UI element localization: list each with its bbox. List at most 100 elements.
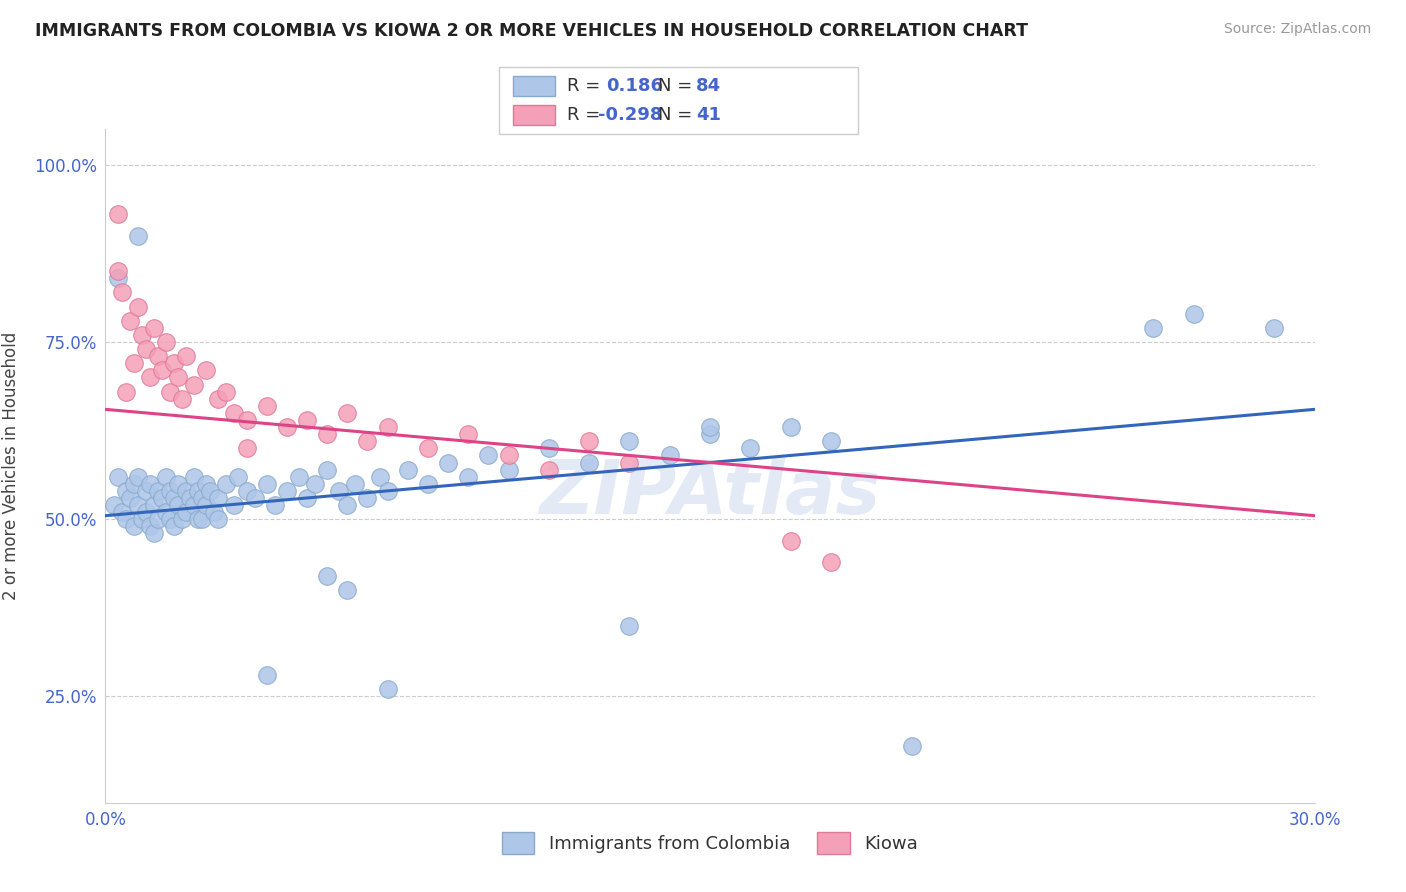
Point	[114, 512, 136, 526]
Point	[336, 406, 359, 420]
Point	[368, 469, 391, 483]
Point	[437, 456, 460, 470]
Point	[377, 483, 399, 498]
Point	[537, 442, 560, 456]
Point	[1182, 307, 1205, 321]
Point	[135, 483, 157, 498]
Point	[235, 413, 257, 427]
Point	[135, 342, 157, 356]
Point	[263, 498, 285, 512]
Point	[416, 476, 439, 491]
Point	[183, 377, 205, 392]
Point	[820, 555, 842, 569]
Point	[110, 505, 132, 519]
Point	[179, 491, 201, 505]
Point	[170, 392, 193, 406]
Point	[498, 462, 520, 476]
Point	[122, 519, 145, 533]
Point	[578, 456, 600, 470]
Point	[336, 583, 359, 598]
Point	[183, 469, 205, 483]
Point	[578, 434, 600, 449]
Point	[155, 469, 177, 483]
Point	[155, 505, 177, 519]
Point	[155, 334, 177, 349]
Point	[699, 427, 721, 442]
Point	[457, 469, 479, 483]
Point	[619, 456, 641, 470]
Point	[477, 449, 499, 463]
Point	[174, 505, 197, 519]
Point	[163, 519, 186, 533]
Point	[114, 483, 136, 498]
Point	[127, 498, 149, 512]
Point	[127, 300, 149, 314]
Point	[142, 498, 165, 512]
Point	[110, 285, 132, 300]
Point	[191, 491, 214, 505]
Point	[207, 491, 229, 505]
Point	[207, 512, 229, 526]
Point	[200, 483, 222, 498]
Point	[377, 420, 399, 434]
Point	[256, 399, 278, 413]
Point	[304, 476, 326, 491]
Point	[256, 476, 278, 491]
Text: 41: 41	[696, 106, 721, 124]
Text: IMMIGRANTS FROM COLOMBIA VS KIOWA 2 OR MORE VEHICLES IN HOUSEHOLD CORRELATION CH: IMMIGRANTS FROM COLOMBIA VS KIOWA 2 OR M…	[35, 22, 1028, 40]
Point	[167, 370, 190, 384]
Point	[103, 498, 125, 512]
Point	[135, 505, 157, 519]
Point	[740, 442, 762, 456]
Point	[114, 384, 136, 399]
Point	[699, 420, 721, 434]
Point	[344, 476, 367, 491]
Point	[159, 483, 181, 498]
Point	[131, 327, 153, 342]
Text: N =: N =	[658, 106, 697, 124]
Point	[118, 314, 141, 328]
Point	[1263, 321, 1285, 335]
Point	[328, 483, 350, 498]
Point	[295, 491, 318, 505]
Point	[174, 349, 197, 363]
Point	[224, 406, 246, 420]
Point	[139, 519, 162, 533]
Point	[195, 363, 218, 377]
Point	[336, 498, 359, 512]
Text: 0.186: 0.186	[606, 77, 664, 95]
Point	[159, 512, 181, 526]
Point	[127, 228, 149, 243]
Point	[139, 370, 162, 384]
Point	[243, 491, 266, 505]
Legend: Immigrants from Colombia, Kiowa: Immigrants from Colombia, Kiowa	[495, 824, 925, 861]
Point	[276, 483, 298, 498]
Point	[900, 739, 922, 753]
Y-axis label: 2 or more Vehicles in Household: 2 or more Vehicles in Household	[3, 332, 20, 600]
Point	[195, 498, 218, 512]
Point	[396, 462, 419, 476]
Point	[174, 483, 197, 498]
Point	[235, 483, 257, 498]
Point	[316, 569, 339, 583]
Point	[619, 434, 641, 449]
Text: 84: 84	[696, 77, 721, 95]
Point	[163, 356, 186, 370]
Point	[256, 668, 278, 682]
Text: Source: ZipAtlas.com: Source: ZipAtlas.com	[1223, 22, 1371, 37]
Point	[127, 469, 149, 483]
Point	[167, 476, 190, 491]
Point	[820, 434, 842, 449]
Point	[779, 420, 801, 434]
Point	[146, 483, 169, 498]
Point	[163, 491, 186, 505]
Text: -0.298: -0.298	[598, 106, 662, 124]
Text: R =: R =	[567, 106, 606, 124]
Point	[191, 512, 214, 526]
Point	[224, 498, 246, 512]
Point	[498, 449, 520, 463]
Point	[295, 413, 318, 427]
Point	[207, 392, 229, 406]
Point	[457, 427, 479, 442]
Point	[107, 207, 129, 221]
